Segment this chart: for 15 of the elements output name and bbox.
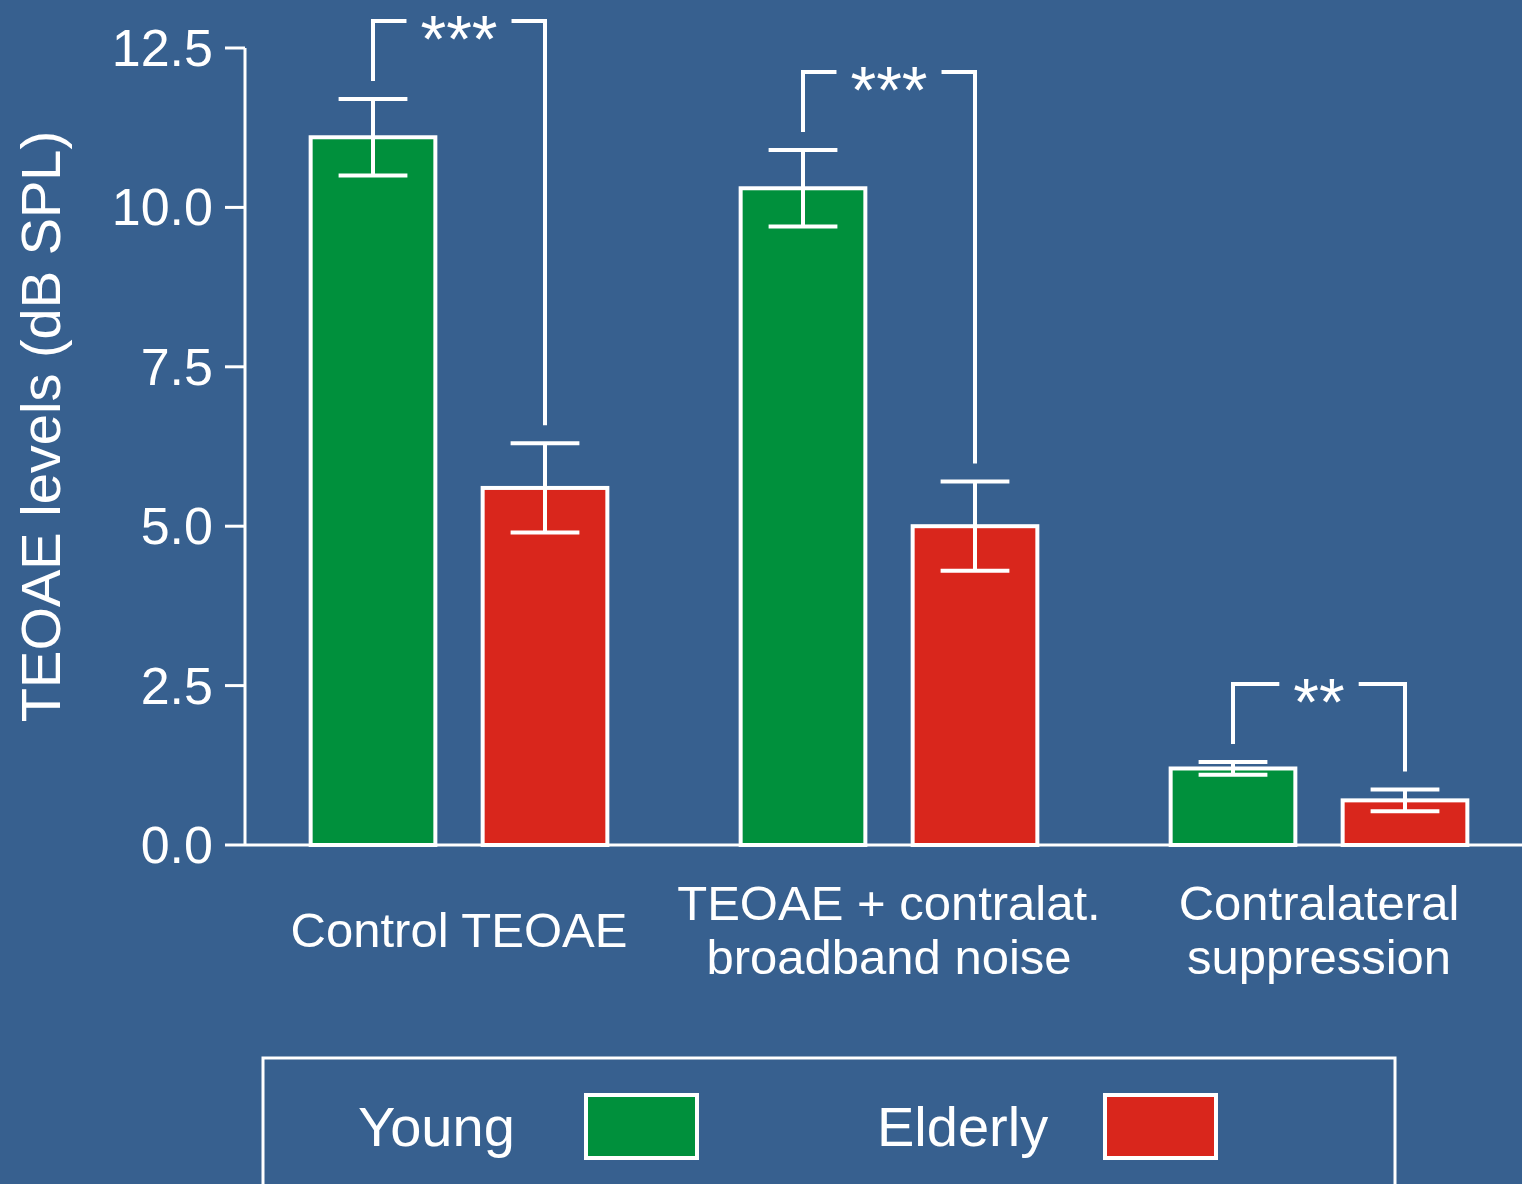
annotation: *** bbox=[850, 53, 928, 128]
y-tick-label: 2.5 bbox=[140, 656, 213, 715]
x-tick-label: TEOAE + contralat. broadband noise bbox=[677, 876, 1101, 984]
y-tick-label: 10.0 bbox=[111, 178, 213, 237]
x-tick-label: Contralateral suppression bbox=[1178, 876, 1460, 984]
y-tick-label: 5.0 bbox=[140, 497, 213, 556]
annotation: ** bbox=[1293, 665, 1345, 740]
y-tick-label: 12.5 bbox=[111, 19, 213, 77]
y-tick-label: 0.0 bbox=[140, 816, 213, 874]
y-tick-label: 7.5 bbox=[140, 337, 213, 396]
legend-label: Elderly bbox=[877, 1094, 1049, 1158]
annotation: *** bbox=[420, 2, 498, 77]
legend-label: Young bbox=[358, 1094, 515, 1158]
y-axis-title: TEOAE levels (dB SPL) bbox=[8, 130, 72, 723]
x-tick-label: Control TEOAE bbox=[290, 903, 628, 957]
